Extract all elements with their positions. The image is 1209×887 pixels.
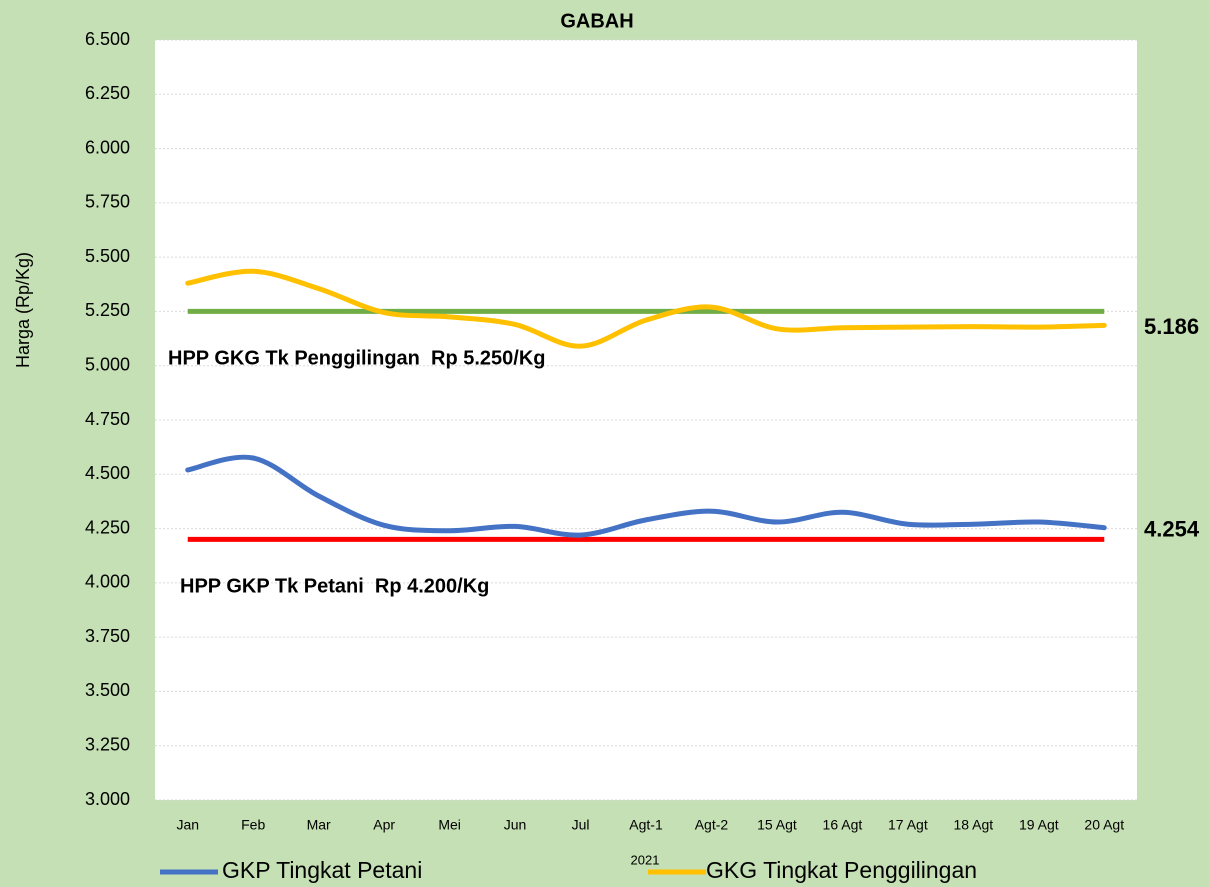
value-label: 5.186 bbox=[1144, 314, 1199, 339]
y-tick-label: 4.500 bbox=[85, 463, 130, 483]
x-tick-label: Jan bbox=[176, 817, 199, 833]
series-line bbox=[185, 268, 1107, 349]
value-label: 4.254 bbox=[1144, 517, 1200, 542]
y-tick-label: 4.250 bbox=[85, 517, 130, 537]
x-tick-label: 19 Agt bbox=[1019, 817, 1059, 833]
y-tick-label: 3.500 bbox=[85, 680, 130, 700]
y-tick-label: 5.750 bbox=[85, 192, 130, 212]
reference-label: HPP GKG Tk Penggilingan Rp 5.250/Kg bbox=[168, 348, 545, 370]
y-tick-label: 4.000 bbox=[85, 572, 130, 592]
chart-title: GABAH bbox=[560, 10, 633, 32]
x-tick-label: Apr bbox=[373, 817, 395, 833]
x-tick-label: Mei bbox=[438, 817, 461, 833]
x-tick-label: 15 Agt bbox=[757, 817, 797, 833]
y-tick-label: 5.000 bbox=[85, 354, 130, 374]
y-tick-label: 5.500 bbox=[85, 246, 130, 266]
y-tick-label: 6.500 bbox=[85, 29, 130, 49]
y-tick-label: 3.000 bbox=[85, 789, 130, 809]
x-tick-label: Agt-1 bbox=[629, 817, 663, 833]
x-tick-label: Agt-2 bbox=[695, 817, 729, 833]
x-tick-label: Jun bbox=[504, 817, 527, 833]
x-tick-label: Feb bbox=[241, 817, 265, 833]
x-tick-label: 17 Agt bbox=[888, 817, 928, 833]
x-tick-label: Jul bbox=[572, 817, 590, 833]
y-axis-label: Harga (Rp/Kg) bbox=[13, 252, 33, 368]
x-tick-label: 18 Agt bbox=[953, 817, 993, 833]
legend-label: GKG Tingkat Penggilingan bbox=[706, 857, 977, 883]
reference-label: HPP GKP Tk Petani Rp 4.200/Kg bbox=[180, 576, 489, 598]
y-tick-label: 3.250 bbox=[85, 734, 130, 754]
y-tick-label: 5.250 bbox=[85, 300, 130, 320]
x-tick-label: 16 Agt bbox=[823, 817, 863, 833]
x-tick-label: Mar bbox=[307, 817, 331, 833]
y-tick-label: 6.250 bbox=[85, 83, 130, 103]
x-axis-label: 2021 bbox=[631, 852, 660, 867]
series-line bbox=[185, 454, 1107, 538]
y-tick-label: 6.000 bbox=[85, 137, 130, 157]
legend-label: GKP Tingkat Petani bbox=[222, 857, 422, 883]
plot-area bbox=[155, 40, 1137, 800]
x-tick-label: 20 Agt bbox=[1084, 817, 1124, 833]
y-tick-label: 3.750 bbox=[85, 626, 130, 646]
y-tick-label: 4.750 bbox=[85, 409, 130, 429]
